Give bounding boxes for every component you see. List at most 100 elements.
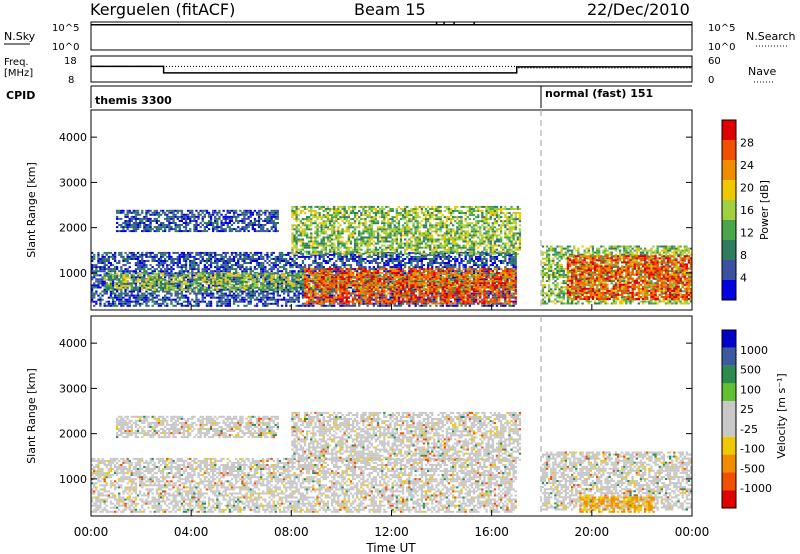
power-cell	[285, 298, 288, 301]
power-cell	[182, 276, 186, 279]
power-cell	[316, 253, 319, 256]
power-cell	[466, 280, 469, 283]
power-cell	[280, 284, 284, 287]
power-cell	[101, 268, 104, 271]
power-cell	[372, 266, 375, 269]
power-cell	[243, 290, 246, 293]
power-cell	[305, 284, 309, 287]
power-cell	[381, 253, 384, 256]
power-cell	[353, 294, 357, 297]
power-cell	[257, 292, 261, 295]
power-cell	[141, 302, 144, 305]
power-cell	[249, 292, 252, 295]
power-cell	[122, 292, 125, 295]
power-cell	[116, 304, 119, 307]
power-cell	[333, 282, 336, 285]
power-cell	[404, 272, 407, 275]
power-cell	[326, 267, 330, 270]
power-cell	[182, 258, 186, 260]
power-cell	[228, 266, 231, 269]
power-cell	[103, 262, 106, 264]
power-cell	[276, 300, 279, 303]
power-cell	[341, 280, 344, 283]
power-cell	[512, 258, 515, 260]
power-cell	[379, 300, 382, 303]
power-cell	[260, 262, 263, 264]
power-cell	[376, 292, 380, 295]
power-cell	[209, 282, 213, 285]
power-cell	[283, 266, 286, 269]
power-cell	[435, 284, 438, 287]
power-cell	[372, 289, 375, 291]
power-cell	[381, 296, 384, 299]
power-cell	[128, 290, 131, 293]
power-cell	[226, 266, 229, 269]
power-cell	[164, 298, 167, 301]
power-cell	[243, 280, 246, 283]
power-cell	[241, 266, 244, 269]
power-cell	[191, 251, 194, 254]
power-cell	[97, 282, 100, 285]
power-cell	[278, 289, 282, 291]
power-cell	[205, 294, 209, 297]
power-cell	[303, 284, 307, 287]
power-cell	[197, 276, 200, 279]
power-cell	[387, 284, 390, 287]
power-cell	[93, 284, 96, 287]
power-cell	[331, 267, 334, 270]
power-cell	[157, 274, 161, 277]
power-cell	[235, 264, 238, 267]
power-cell	[512, 278, 515, 281]
power-cell	[232, 268, 236, 271]
power-cell	[97, 274, 100, 277]
power-cell	[318, 289, 321, 291]
power-cell	[439, 270, 442, 273]
power-cell	[153, 286, 156, 289]
power-cell	[472, 251, 476, 254]
power-cell	[437, 262, 440, 264]
power-cell	[318, 290, 321, 293]
power-cell	[224, 260, 227, 262]
power-cell	[283, 274, 286, 277]
power-cell	[162, 255, 165, 258]
power-cell	[385, 282, 388, 285]
power-cell	[389, 260, 392, 262]
power-cell	[305, 292, 309, 295]
power-cell	[353, 268, 357, 271]
power-cell	[268, 286, 271, 289]
power-cell	[266, 302, 269, 305]
power-cell	[122, 276, 125, 279]
power-cell	[324, 280, 327, 283]
power-cell	[395, 253, 398, 256]
power-cell	[345, 253, 348, 256]
power-cell	[289, 298, 292, 301]
power-cell	[172, 286, 175, 289]
power-cell	[101, 290, 104, 293]
power-cell	[241, 284, 244, 287]
power-cell	[412, 266, 415, 269]
power-cell	[103, 282, 106, 285]
power-cell	[276, 272, 279, 275]
power-cell	[341, 284, 344, 287]
power-cell	[374, 260, 378, 262]
power-cell	[203, 292, 206, 295]
power-cell	[251, 253, 254, 256]
power-cell	[441, 262, 444, 264]
power-cell	[209, 292, 213, 295]
power-cell	[126, 258, 129, 260]
power-cell	[134, 286, 138, 289]
power-cell	[120, 282, 123, 285]
power-cell	[431, 300, 434, 303]
power-cell	[189, 272, 192, 275]
power-cell	[178, 255, 181, 258]
power-cell	[168, 268, 171, 271]
power-cell	[220, 284, 223, 287]
power-cell	[214, 258, 217, 260]
power-cell	[493, 292, 497, 295]
power-cell	[308, 300, 311, 303]
power-cell	[239, 251, 242, 254]
power-cell	[134, 253, 138, 256]
power-cell	[124, 294, 127, 297]
power-cell	[360, 264, 363, 267]
power-cell	[153, 258, 156, 260]
